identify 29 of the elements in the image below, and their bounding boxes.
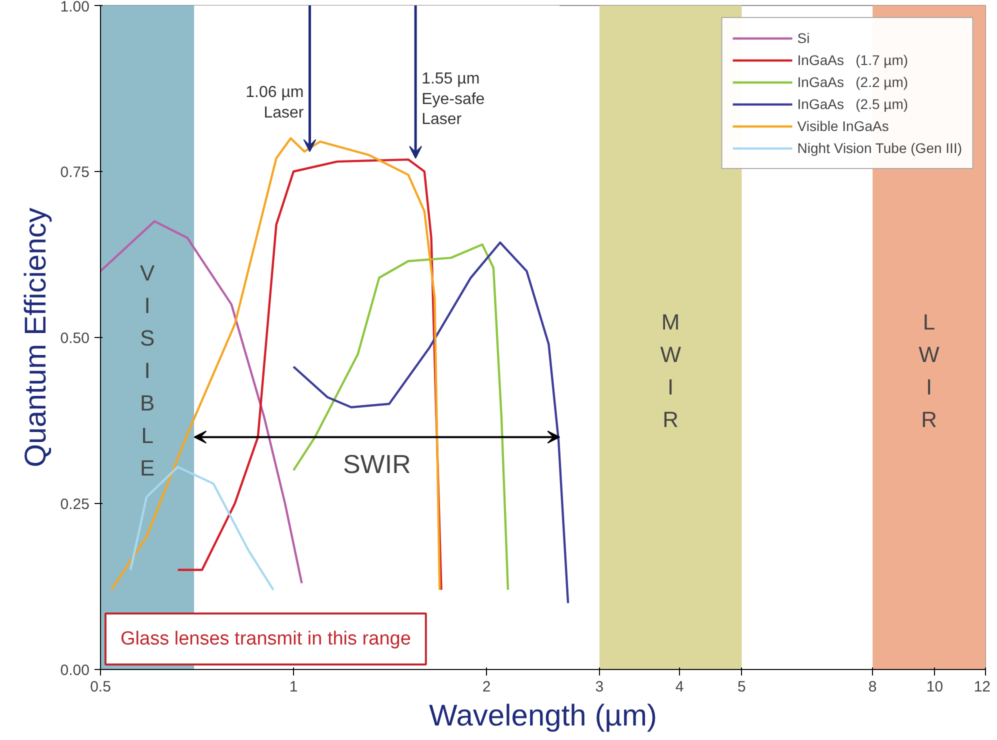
band-label: LWIR	[918, 309, 940, 432]
band-label: MWIR	[660, 309, 682, 432]
x-tick-label: 1	[289, 678, 298, 696]
x-tick-label: 4	[675, 678, 684, 696]
y-tick-label: 0.00	[60, 662, 90, 679]
legend-label: InGaAs (1.7 µm)	[797, 52, 908, 68]
x-tick-label: 5	[738, 678, 746, 696]
legend-label: Night Vision Tube (Gen III)	[797, 140, 962, 156]
y-tick-label: 0.50	[60, 330, 90, 347]
legend-label: Visible InGaAs	[797, 118, 889, 134]
y-tick-label: 1.00	[60, 0, 90, 16]
legend-label: Si	[797, 30, 811, 46]
legend-label: InGaAs (2.5 µm)	[797, 96, 908, 112]
x-tick-label: 2	[482, 678, 491, 696]
annotation: Glass lenses transmit in this range	[120, 628, 411, 650]
x-tick-label: 12	[974, 678, 991, 696]
x-tick-label: 10	[926, 678, 944, 696]
x-axis-title: Wavelength (µm)	[429, 700, 657, 732]
band-label: VISIBLE	[140, 260, 156, 481]
x-tick-label: 8	[868, 678, 877, 696]
legend-label: InGaAs (2.2 µm)	[797, 74, 908, 90]
y-tick-label: 0.25	[60, 496, 90, 513]
x-tick-label: 3	[595, 678, 604, 696]
x-tick-label: 0.5	[90, 678, 111, 696]
band-label: SWIR	[342, 449, 411, 480]
y-tick-label: 0.75	[60, 164, 90, 181]
annotation: 1.55 µm Eye-safe Laser	[422, 70, 485, 128]
y-axis-title: Quantum Efficiency	[19, 208, 52, 468]
annotation: 1.06 µm Laser	[246, 84, 304, 122]
